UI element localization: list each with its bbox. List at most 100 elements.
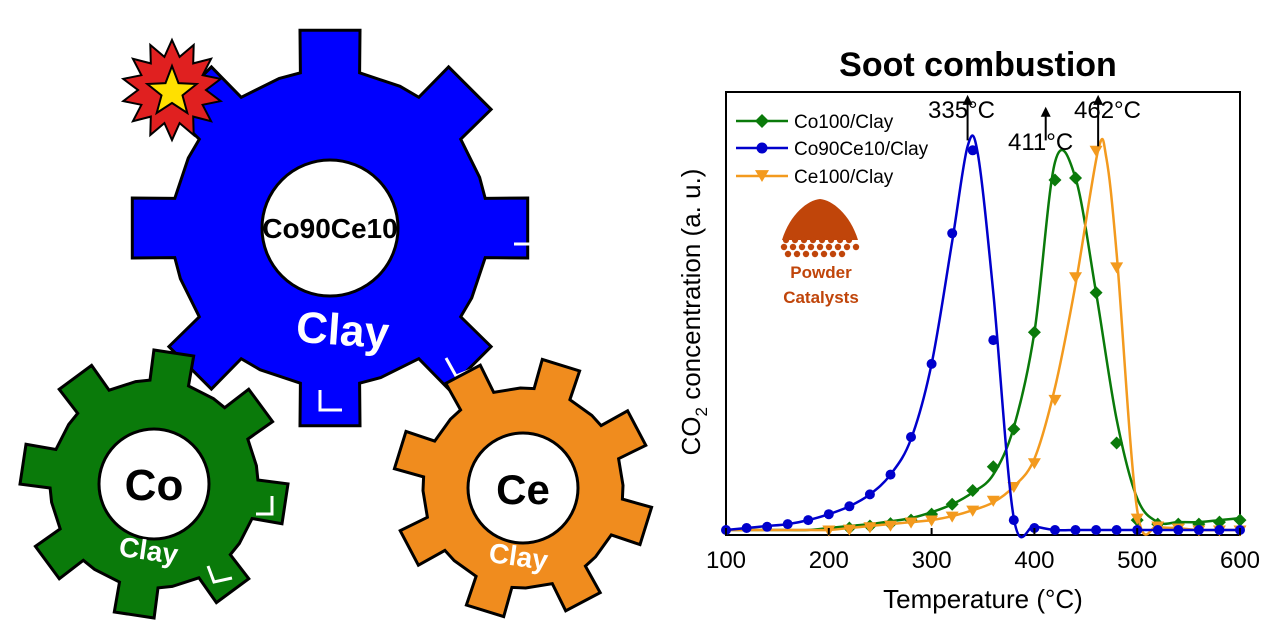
data-point-ce100-clay (904, 517, 918, 529)
data-point-co90ce10-clay (1111, 525, 1122, 535)
data-point-ce100-clay (966, 505, 980, 517)
x-tick-label: 300 (912, 547, 952, 574)
gear-main-label: Co90Ce10 (262, 213, 397, 244)
powder-grain (798, 243, 806, 251)
y-axis-title-main: CO (676, 416, 706, 455)
chart-legend: Co100/Clay Co90Ce10/Clay Ce100/Clay (736, 112, 929, 188)
gear-left-corner-mark-2 (206, 565, 233, 584)
powder-label-line1: Powder (790, 263, 852, 282)
legend-label-co100: Co100/Clay (794, 112, 894, 133)
data-point-co90ce10-clay (803, 515, 814, 526)
series-line-co90ce10-clay (725, 134, 1240, 539)
data-point-co90ce10-clay (782, 519, 793, 530)
data-point-ce100-clay (945, 511, 959, 523)
data-point-ce100-clay (883, 520, 897, 532)
data-point-co90ce10-clay (844, 501, 855, 512)
legend-marker-co100 (755, 114, 769, 128)
powder-grain (791, 236, 799, 244)
gear-illustration: Co90Ce10 Clay Co Clay Ce Clay (18, 28, 654, 620)
data-point-co90ce10-clay (967, 145, 978, 156)
soot-combustion-chart: Soot combustion 100 200 300 400 500 600 Tempe… (676, 46, 1260, 614)
data-point-co90ce10-clay (906, 432, 916, 442)
data-point-co100-clay (986, 460, 1000, 474)
peak-arrow-head (1093, 94, 1104, 105)
y-axis-title: CO2 concentration (a. u.) (676, 169, 711, 456)
data-point-co100-clay (1069, 171, 1083, 185)
gear-left-corner-mark-1 (256, 496, 274, 516)
data-point-ce100-clay (1027, 458, 1041, 470)
powder-grain (834, 243, 842, 251)
data-point-co90ce10-clay (1050, 525, 1060, 535)
powder-grain (838, 250, 846, 258)
x-axis-ticks: 100 200 300 400 500 600 (706, 528, 1260, 574)
y-axis-title-subscript: 2 (692, 407, 711, 416)
data-point-co90ce10-clay (823, 509, 834, 520)
data-point-co100-clay (1212, 515, 1226, 529)
powder-grain (820, 250, 828, 258)
gear-main-hole (260, 158, 400, 298)
data-point-ce100-clay (863, 522, 877, 534)
peak-label-335: 335°C (928, 97, 995, 124)
data-point-co90ce10-clay (1091, 525, 1102, 535)
x-axis-title: Temperature (°C) (883, 584, 1083, 614)
star-icon (144, 63, 200, 116)
gear-right-corner-mark-2 (532, 594, 552, 612)
gear-right: Ce Clay (392, 357, 654, 619)
gear-left-label: Co (125, 461, 184, 510)
peak-arrow-head (1040, 106, 1051, 117)
x-tick-label: 100 (706, 547, 746, 574)
data-point-co90ce10-clay (1070, 525, 1081, 535)
chart-title: Soot combustion (839, 46, 1117, 84)
data-point-co100-clay (1048, 173, 1062, 187)
gear-main-corner-mark-1 (514, 222, 538, 246)
gear-main-clay-label: Clay (295, 303, 392, 358)
plot-frame (725, 91, 1241, 536)
powder-grain (782, 236, 790, 244)
series-ce100-clay (725, 137, 1247, 537)
data-point-co90ce10-clay (926, 358, 937, 369)
x-tick-label: 200 (809, 547, 849, 574)
powder-grain (809, 236, 817, 244)
powder-grain (784, 250, 792, 258)
gear-right-hole (466, 431, 580, 545)
powder-grain (845, 236, 853, 244)
series-layer (721, 134, 1247, 539)
powder-catalysts-inset: Powder Catalysts (780, 199, 860, 307)
gear-main-corner-mark-3 (318, 390, 342, 412)
data-point-co100-clay (966, 483, 980, 497)
data-point-ce100-clay (986, 495, 1000, 507)
powder-grain (802, 250, 810, 258)
data-point-co90ce10-clay (1173, 525, 1184, 535)
powder-grain (800, 236, 808, 244)
data-point-co100-clay (1233, 513, 1247, 527)
powder-grain (818, 236, 826, 244)
gear-left-hole (97, 427, 211, 541)
powder-grain (789, 243, 797, 251)
legend-marker-ce100 (755, 170, 769, 182)
powder-pile-icon (782, 199, 858, 240)
peak-label-462: 462°C (1074, 97, 1141, 124)
x-tick-label: 500 (1117, 547, 1157, 574)
x-tick-label: 400 (1014, 547, 1054, 574)
peak-arrow-head (962, 94, 973, 105)
data-point-co100-clay (945, 497, 959, 511)
powder-grain (793, 250, 801, 258)
data-point-co100-clay (1110, 436, 1124, 450)
powder-grain (829, 250, 837, 258)
data-point-co90ce10-clay (947, 228, 958, 239)
data-point-co90ce10-clay (741, 523, 752, 533)
powder-label-line2: Catalysts (783, 288, 859, 307)
powder-grain (852, 243, 860, 251)
powder-grain (807, 243, 815, 251)
peak-label-411: 411°C (1008, 129, 1073, 156)
peak-annotations: 335°C 411°C 462°C (928, 94, 1141, 156)
data-point-ce100-clay (1089, 145, 1103, 157)
powder-grain (843, 243, 851, 251)
data-point-co90ce10-clay (988, 335, 999, 346)
legend-marker-co90ce10 (756, 142, 768, 154)
powder-grains-icon (780, 236, 860, 258)
gear-right-label: Ce (496, 466, 550, 513)
data-point-co90ce10-clay (762, 521, 773, 532)
data-point-ce100-clay (1048, 394, 1062, 406)
data-point-co90ce10-clay (1214, 525, 1225, 535)
